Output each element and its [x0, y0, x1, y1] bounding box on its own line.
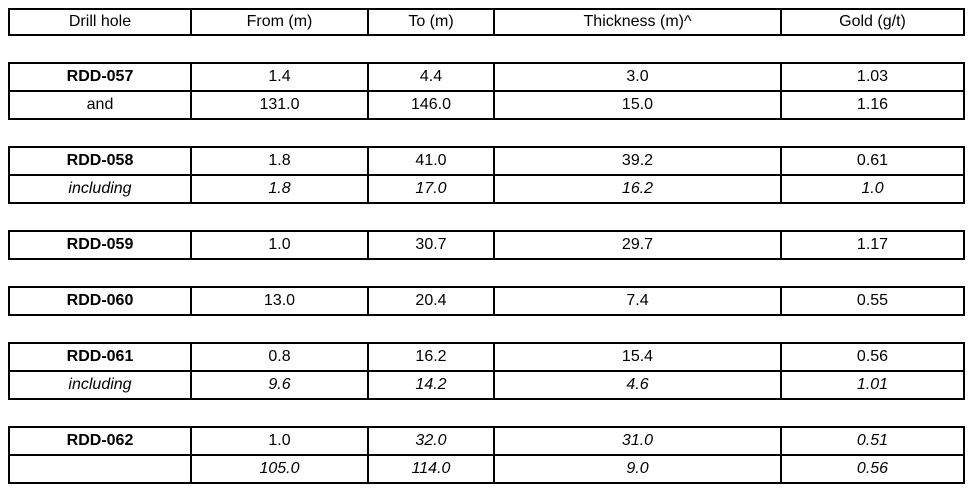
drill-hole-cell	[8, 454, 192, 484]
thickness-cell: 39.2	[493, 146, 782, 176]
thickness-cell: 31.0	[493, 426, 782, 456]
gold-cell: 1.03	[780, 62, 965, 92]
header-row: Drill hole From (m) To (m) Thickness (m)…	[8, 8, 965, 36]
table-row: RDD-062 1.0 32.0 31.0 0.51	[8, 426, 965, 456]
thickness-cell: 15.0	[493, 90, 782, 120]
to-cell: 17.0	[367, 174, 495, 204]
table-row: 105.0 114.0 9.0 0.56	[8, 454, 965, 484]
from-cell: 1.8	[190, 146, 369, 176]
from-cell: 131.0	[190, 90, 369, 120]
thickness-cell: 29.7	[493, 230, 782, 260]
to-cell: 30.7	[367, 230, 495, 260]
thickness-cell: 15.4	[493, 342, 782, 372]
to-cell: 16.2	[367, 342, 495, 372]
table-row: including 1.8 17.0 16.2 1.0	[8, 174, 965, 204]
gold-cell: 0.51	[780, 426, 965, 456]
from-cell: 1.0	[190, 230, 369, 260]
from-cell: 1.4	[190, 62, 369, 92]
thickness-cell: 16.2	[493, 174, 782, 204]
thickness-cell: 4.6	[493, 370, 782, 400]
to-cell: 114.0	[367, 454, 495, 484]
drill-hole-cell: RDD-057	[8, 62, 192, 92]
from-cell: 13.0	[190, 286, 369, 316]
table-row: and 131.0 146.0 15.0 1.16	[8, 90, 965, 120]
drill-hole-cell: RDD-061	[8, 342, 192, 372]
gold-cell: 0.55	[780, 286, 965, 316]
to-cell: 20.4	[367, 286, 495, 316]
drill-hole-cell: RDD-058	[8, 146, 192, 176]
thickness-cell: 7.4	[493, 286, 782, 316]
drill-result-block-4: RDD-060 13.0 20.4 7.4 0.55	[8, 286, 965, 316]
from-cell: 0.8	[190, 342, 369, 372]
drill-result-block-1: RDD-057 1.4 4.4 3.0 1.03 and 131.0 146.0 15.0 1.1…	[8, 62, 965, 120]
gold-cell: 0.56	[780, 342, 965, 372]
table-row: including 9.6 14.2 4.6 1.01	[8, 370, 965, 400]
gold-cell: 1.17	[780, 230, 965, 260]
from-cell: 1.8	[190, 174, 369, 204]
drill-hole-cell: RDD-062	[8, 426, 192, 456]
table-row: RDD-058 1.8 41.0 39.2 0.61	[8, 146, 965, 176]
gold-cell: 1.01	[780, 370, 965, 400]
table-row: RDD-059 1.0 30.7 29.7 1.17	[8, 230, 965, 260]
thickness-cell: 3.0	[493, 62, 782, 92]
results-header-table: Drill hole From (m) To (m) Thickness (m)…	[8, 8, 965, 36]
drill-result-block-6: RDD-062 1.0 32.0 31.0 0.51 105.0 114.0 9.0 0.56	[8, 426, 965, 484]
drill-hole-cell: RDD-060	[8, 286, 192, 316]
from-cell: 9.6	[190, 370, 369, 400]
gold-cell: 1.0	[780, 174, 965, 204]
to-cell: 14.2	[367, 370, 495, 400]
to-cell: 4.4	[367, 62, 495, 92]
gold-cell: 0.56	[780, 454, 965, 484]
header-thickness: Thickness (m)^	[493, 8, 782, 36]
table-row: RDD-057 1.4 4.4 3.0 1.03	[8, 62, 965, 92]
header-drill-hole: Drill hole	[8, 8, 192, 36]
from-cell: 1.0	[190, 426, 369, 456]
drill-result-block-3: RDD-059 1.0 30.7 29.7 1.17	[8, 230, 965, 260]
drill-results-blocks: RDD-057 1.4 4.4 3.0 1.03 and 131.0 146.0 15.0 1.1…	[8, 62, 980, 484]
gold-cell: 0.61	[780, 146, 965, 176]
drill-result-block-2: RDD-058 1.8 41.0 39.2 0.61 including 1.8 17.0 16…	[8, 146, 965, 204]
drill-hole-cell: including	[8, 174, 192, 204]
drill-hole-cell: RDD-059	[8, 230, 192, 260]
from-cell: 105.0	[190, 454, 369, 484]
drill-hole-cell: and	[8, 90, 192, 120]
drill-hole-cell: including	[8, 370, 192, 400]
header-from: From (m)	[190, 8, 369, 36]
to-cell: 32.0	[367, 426, 495, 456]
drill-result-block-5: RDD-061 0.8 16.2 15.4 0.56 including 9.6 14.2 4.…	[8, 342, 965, 400]
to-cell: 146.0	[367, 90, 495, 120]
header-gold: Gold (g/t)	[780, 8, 965, 36]
gold-cell: 1.16	[780, 90, 965, 120]
header-to: To (m)	[367, 8, 495, 36]
table-row: RDD-060 13.0 20.4 7.4 0.55	[8, 286, 965, 316]
thickness-cell: 9.0	[493, 454, 782, 484]
to-cell: 41.0	[367, 146, 495, 176]
table-row: RDD-061 0.8 16.2 15.4 0.56	[8, 342, 965, 372]
